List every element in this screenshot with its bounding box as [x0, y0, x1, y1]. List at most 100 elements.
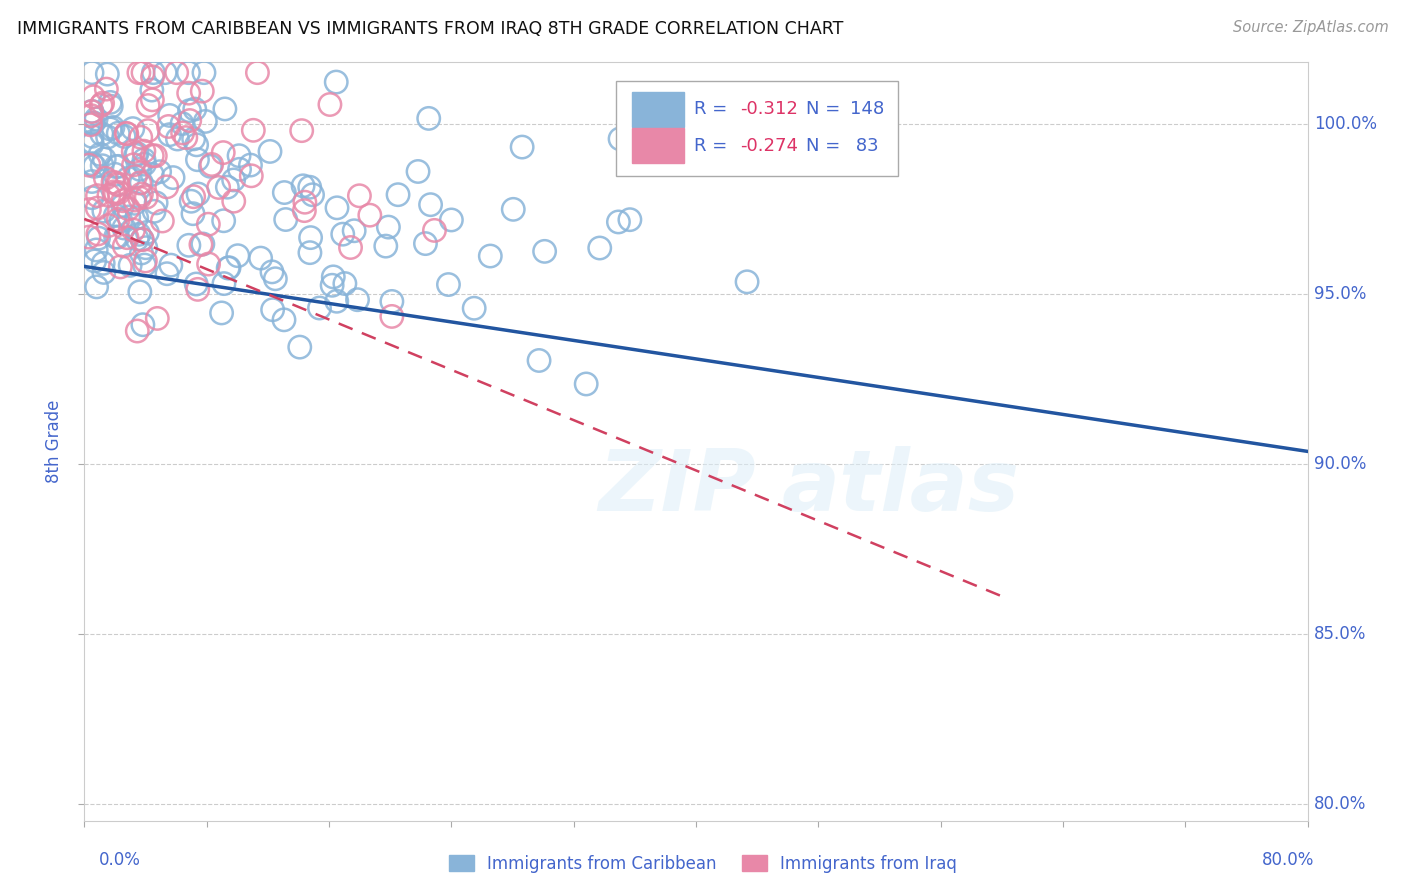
Point	[100, 99, 122, 113]
Point	[118, 210, 141, 224]
FancyBboxPatch shape	[633, 92, 683, 127]
Point	[135, 190, 157, 204]
Point	[136, 226, 159, 240]
Point	[124, 169, 146, 184]
Text: R =: R =	[693, 136, 733, 155]
Point	[321, 278, 343, 293]
Point	[197, 257, 219, 271]
Point	[111, 198, 134, 212]
Point	[527, 353, 550, 368]
Point	[104, 230, 127, 244]
Point	[125, 146, 148, 161]
Point	[159, 128, 181, 142]
Point	[212, 277, 235, 291]
Text: 148: 148	[851, 101, 884, 119]
Point	[107, 160, 129, 174]
Point	[288, 340, 311, 354]
Point	[415, 236, 437, 251]
Point	[131, 232, 153, 246]
Point	[533, 244, 555, 259]
Point	[273, 186, 295, 200]
Text: IMMIGRANTS FROM CARIBBEAN VS IMMIGRANTS FROM IRAQ 8TH GRADE CORRELATION CHART: IMMIGRANTS FROM CARIBBEAN VS IMMIGRANTS …	[17, 20, 844, 37]
Point	[222, 194, 245, 209]
Point	[132, 153, 155, 167]
Point	[93, 152, 115, 166]
Point	[143, 204, 166, 219]
FancyBboxPatch shape	[633, 128, 683, 163]
Point	[80, 104, 103, 119]
Point	[186, 137, 208, 152]
Point	[141, 70, 163, 84]
Point	[80, 135, 103, 149]
Point	[104, 160, 127, 174]
Point	[418, 112, 440, 126]
Text: 85.0%: 85.0%	[1313, 624, 1367, 642]
Point	[121, 121, 143, 136]
Point	[128, 65, 150, 79]
Point	[128, 191, 150, 205]
Point	[292, 203, 315, 218]
Point	[112, 239, 135, 253]
Point	[274, 212, 297, 227]
Point	[89, 147, 111, 161]
Point	[377, 220, 399, 235]
Text: 80.0%: 80.0%	[1313, 795, 1367, 813]
Point	[510, 140, 533, 154]
Point	[226, 249, 249, 263]
Text: atlas: atlas	[782, 445, 1019, 529]
Point	[107, 230, 129, 244]
Point	[332, 227, 354, 242]
Point	[381, 310, 404, 324]
Point	[463, 301, 485, 316]
Point	[97, 130, 120, 145]
Point	[262, 302, 284, 317]
Text: R =: R =	[693, 101, 733, 119]
Point	[619, 212, 641, 227]
Point	[80, 174, 103, 188]
Point	[101, 175, 124, 189]
Point	[246, 65, 269, 79]
Point	[111, 194, 134, 208]
Point	[105, 177, 128, 191]
Point	[177, 65, 200, 79]
Point	[325, 75, 347, 89]
Text: 80.0%: 80.0%	[1263, 851, 1315, 869]
Point	[128, 227, 150, 242]
Point	[292, 178, 315, 193]
Point	[170, 117, 193, 131]
Point	[80, 109, 103, 123]
Point	[128, 285, 150, 299]
Point	[77, 230, 100, 244]
Point	[575, 376, 598, 391]
Point	[228, 149, 250, 163]
Point	[191, 84, 214, 98]
Point	[326, 294, 349, 309]
Point	[217, 261, 239, 276]
Point	[110, 260, 132, 274]
Point	[157, 120, 180, 134]
Point	[136, 98, 159, 112]
Point	[80, 65, 103, 79]
Text: 83: 83	[851, 136, 879, 155]
Point	[124, 193, 146, 207]
Point	[201, 157, 224, 171]
Point	[214, 102, 236, 116]
Point	[166, 132, 188, 146]
Point	[107, 212, 129, 227]
Point	[132, 65, 155, 79]
Point	[322, 269, 344, 284]
Point	[80, 191, 103, 205]
Point	[83, 254, 105, 268]
Point	[112, 221, 135, 235]
Point	[339, 240, 361, 254]
Point	[211, 306, 233, 320]
Point	[212, 145, 235, 160]
Point	[125, 211, 148, 225]
Point	[187, 186, 209, 201]
Point	[159, 108, 181, 122]
Point	[80, 157, 103, 171]
Point	[343, 224, 366, 238]
Point	[104, 186, 127, 201]
Point	[132, 144, 155, 158]
Point	[84, 112, 107, 126]
